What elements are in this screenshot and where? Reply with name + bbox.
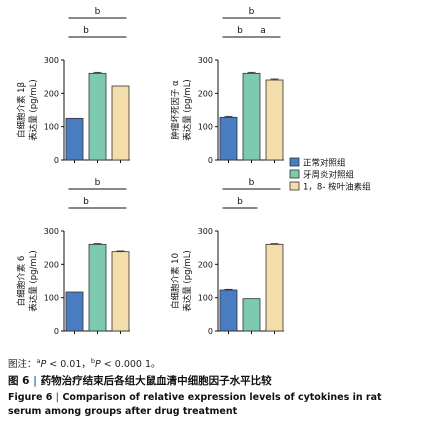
significance-label: b bbox=[83, 26, 89, 36]
significance-label: b bbox=[95, 178, 101, 188]
y-axis-unit: 表达量 (pg/mL) bbox=[182, 250, 193, 312]
significance-label: b bbox=[237, 197, 243, 207]
bar-2 bbox=[88, 72, 107, 161]
bar-3 bbox=[265, 243, 284, 332]
chart-panel-1: 0 100 200 300 白细胞介素 1β 表达量 (pg/mL) bb bbox=[16, 7, 130, 165]
y-axis-unit: 表达量 (pg/mL) bbox=[28, 250, 39, 312]
y-tick-label: 100 bbox=[198, 123, 213, 132]
y-tick-label: 300 bbox=[198, 227, 213, 236]
y-axis-label: 白细胞介素 10 bbox=[170, 253, 181, 309]
figure-note: 图注：aP < 0.01，bP < 0.000 1。 bbox=[8, 356, 161, 370]
significance-label: a bbox=[260, 26, 266, 36]
y-tick-label: 300 bbox=[198, 56, 213, 65]
y-tick-label: 0 bbox=[54, 156, 59, 165]
y-tick-label: 0 bbox=[54, 327, 59, 336]
legend-swatch bbox=[289, 181, 300, 191]
y-tick-label: 0 bbox=[208, 156, 213, 165]
y-tick-label: 200 bbox=[198, 260, 213, 269]
chart-panel-3: 0 100 200 300 白细胞介素 6 表达量 (pg/mL) bb bbox=[16, 178, 130, 336]
bar-1 bbox=[219, 116, 238, 161]
y-axis-label: 肿瘤坏死因子 α bbox=[170, 80, 181, 140]
bar-2 bbox=[242, 72, 261, 161]
significance-label: b bbox=[249, 7, 255, 17]
significance-label: b bbox=[249, 178, 255, 188]
legend-entry: 牙周炎对照组 bbox=[303, 170, 355, 181]
significance-label: b bbox=[237, 26, 243, 36]
bar-1 bbox=[219, 289, 238, 332]
bar-3 bbox=[111, 251, 130, 332]
y-tick-label: 300 bbox=[44, 227, 59, 236]
y-axis-label: 白细胞介素 1β bbox=[16, 82, 27, 138]
y-axis-unit: 表达量 (pg/mL) bbox=[182, 79, 193, 141]
bar-3 bbox=[111, 85, 130, 161]
bar-2 bbox=[242, 298, 261, 332]
y-tick-label: 200 bbox=[198, 89, 213, 98]
bar-2 bbox=[88, 243, 107, 332]
y-tick-label: 200 bbox=[44, 260, 59, 269]
y-axis-unit: 表达量 (pg/mL) bbox=[28, 79, 39, 141]
figure-title-en: Figure 6 | Comparison of relative expres… bbox=[8, 392, 382, 417]
y-tick-label: 100 bbox=[44, 294, 59, 303]
y-tick-label: 0 bbox=[208, 327, 213, 336]
bar-1 bbox=[65, 291, 84, 332]
figure-title-cn: 图 6 | 药物治疗结束后各组大鼠血清中细胞因子水平比较 bbox=[8, 375, 272, 387]
chart-panel-4: 0 100 200 300 白细胞介素 10 表达量 (pg/mL) bb bbox=[170, 178, 284, 336]
y-tick-label: 100 bbox=[44, 123, 59, 132]
significance-label: b bbox=[95, 7, 101, 17]
legend-swatch bbox=[289, 157, 300, 167]
bar-1 bbox=[65, 117, 84, 161]
bar-3 bbox=[265, 79, 284, 161]
y-tick-label: 100 bbox=[198, 294, 213, 303]
y-tick-label: 300 bbox=[44, 56, 59, 65]
legend-entry: 正常对照组 bbox=[303, 158, 346, 169]
significance-label: b bbox=[83, 197, 89, 207]
y-tick-label: 200 bbox=[44, 89, 59, 98]
legend-swatch bbox=[289, 169, 300, 179]
y-axis-label: 白细胞介素 6 bbox=[16, 256, 27, 307]
legend-entry: 1，8- 桉叶油素组 bbox=[303, 182, 371, 193]
